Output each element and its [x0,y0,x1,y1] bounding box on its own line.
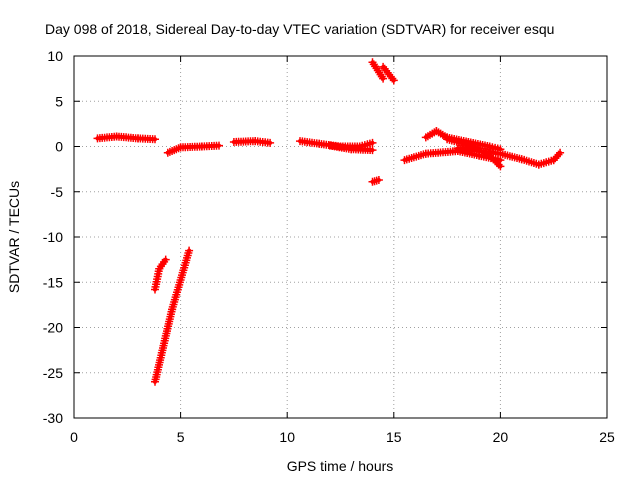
grid-layer [74,56,607,418]
data-point [496,162,505,171]
data-point [556,148,565,157]
data-series-segment [379,62,398,85]
data-series-segment [453,144,565,169]
data-point [379,74,388,83]
data-point [491,157,500,165]
tick-layer: 0 5 10 15 20 25 10 5 0 -5 -10 -15 -20 -25 -30 [43,48,615,445]
data-point [185,246,194,255]
data-point [161,255,170,264]
x-axis-label: GPS time / hours [287,458,394,474]
y-axis-label: SDTVAR / TECUs [6,181,22,293]
data-point [492,158,501,167]
y-tick-label: 0 [55,139,63,155]
y-tick-label: -25 [43,365,63,381]
data-series-segment [325,141,377,155]
data-point [151,135,159,144]
x-tick-label: 0 [70,429,78,445]
y-tick-label: 5 [55,93,63,109]
data-point [388,74,397,83]
y-tick-label: -20 [43,320,63,336]
x-tick-label: 5 [177,429,185,445]
y-tick-label: -5 [51,184,64,200]
data-point [374,176,383,184]
y-tick-label: 10 [47,48,63,64]
data-point [554,150,563,159]
chart-title: Day 098 of 2018, Sidereal Day-to-day VTE… [45,21,554,37]
data-series-segment [368,176,383,186]
y-tick-label: -15 [43,274,63,290]
x-tick-label: 10 [279,429,295,445]
data-series-segment [151,255,170,294]
x-tick-label: 15 [386,429,402,445]
x-tick-label: 20 [493,429,509,445]
data-series-segment [93,132,159,144]
data-series-segment [151,246,194,386]
data-point [494,160,503,169]
data-series-segment [229,137,275,147]
data-series-segment [163,141,223,157]
y-tick-label: -30 [43,410,63,426]
x-tick-label: 25 [599,429,615,445]
data-point [368,138,377,147]
data-series-segment [368,58,388,83]
data-layer [93,58,565,386]
data-point [266,138,275,147]
plot-frame [73,55,608,419]
y-tick-label: -10 [43,229,63,245]
data-point [368,146,377,155]
data-point [215,141,223,150]
data-point [389,76,398,85]
